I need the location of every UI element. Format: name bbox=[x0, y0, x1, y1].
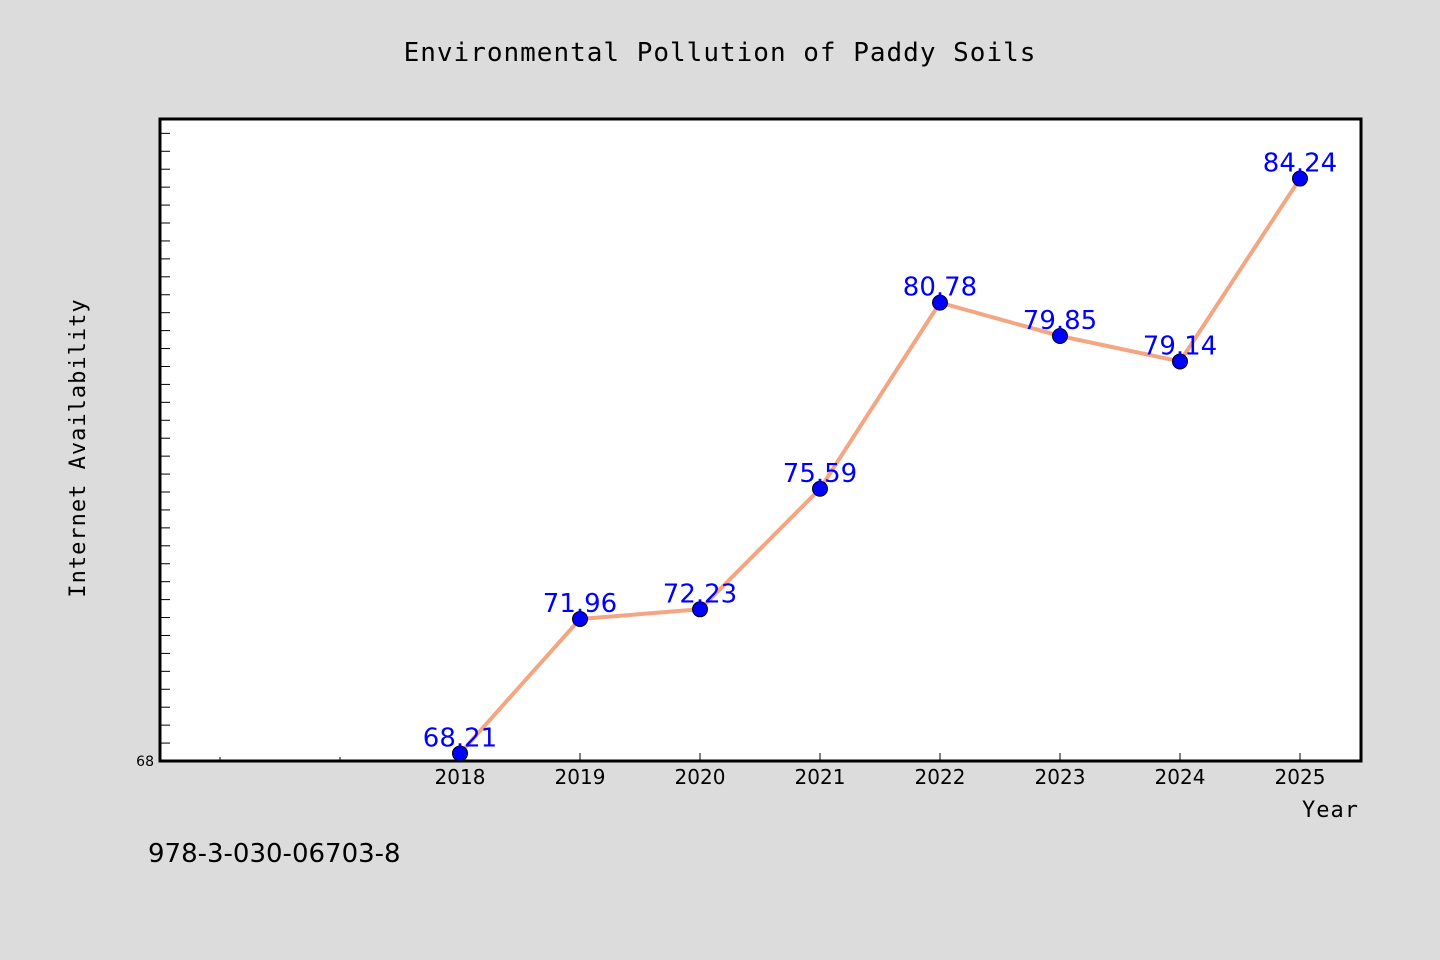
y-tick-label: 68 bbox=[136, 754, 154, 770]
data-point bbox=[812, 480, 828, 497]
data-label: 71.96 bbox=[543, 589, 617, 619]
y-axis-label: Internet Availability bbox=[66, 298, 91, 597]
data-point bbox=[1292, 170, 1308, 187]
data-labels: 68.21 71.96 72.23 75.59 80.78 79.85 79.14 84.24 bbox=[423, 149, 1337, 754]
data-point bbox=[932, 294, 948, 311]
x-tick-label: 2025 bbox=[1275, 765, 1326, 789]
x-tick-label: 2022 bbox=[915, 765, 966, 789]
data-point bbox=[1052, 327, 1068, 344]
isbn-text: 978-3-030-06703-8 bbox=[148, 839, 401, 869]
x-axis-ticks: 2018 2019 2020 2021 2022 2023 2024 2025 bbox=[219, 753, 1326, 789]
data-label: 72.23 bbox=[663, 579, 737, 609]
data-label: 75.59 bbox=[783, 459, 857, 489]
data-point bbox=[692, 601, 708, 618]
series-line-group bbox=[458, 177, 1302, 755]
x-tick-label: 2020 bbox=[675, 765, 726, 789]
plot-area bbox=[158, 117, 1363, 763]
x-tick-label: 2019 bbox=[555, 765, 606, 789]
data-label: 79.85 bbox=[1023, 306, 1097, 336]
data-label: 68.21 bbox=[423, 723, 497, 753]
x-tick-label: 2018 bbox=[435, 765, 486, 789]
data-point bbox=[572, 610, 588, 627]
y-axis-ticks: 68 bbox=[136, 132, 170, 770]
data-label: 79.14 bbox=[1143, 331, 1217, 361]
data-markers bbox=[452, 170, 1308, 762]
x-axis-label: Year bbox=[1302, 798, 1359, 823]
data-label: 84.24 bbox=[1263, 149, 1337, 179]
data-label: 80.78 bbox=[903, 273, 977, 303]
chart-title: Environmental Pollution of Paddy Soils bbox=[404, 38, 1037, 68]
x-tick-label: 2021 bbox=[795, 765, 846, 789]
series-line bbox=[458, 177, 1302, 755]
data-point bbox=[1172, 353, 1188, 370]
data-point bbox=[452, 745, 468, 762]
x-tick-label: 2024 bbox=[1155, 765, 1206, 789]
x-tick-label: 2023 bbox=[1035, 765, 1086, 789]
